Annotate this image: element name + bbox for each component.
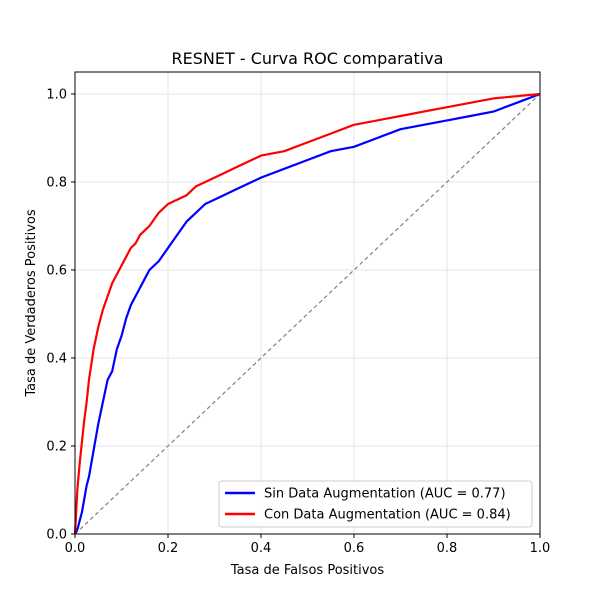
x-tick-label: 0.8 xyxy=(437,541,458,556)
x-tick-label: 0.0 xyxy=(65,541,86,556)
series-line-sin-augmentation xyxy=(74,92,541,535)
x-tick-label: 0.4 xyxy=(251,541,272,556)
y-tick-label: 0.6 xyxy=(46,264,67,279)
legend-box xyxy=(218,480,533,528)
ticks: 0.0 0.2 0.4 0.6 0.8 1.0 0.0 0.2 0.4 0.6 0.8 1.0 xyxy=(46,88,550,557)
x-axis-label: Tasa de Falsos Positivos xyxy=(230,563,385,578)
y-tick-label: 0.8 xyxy=(46,176,67,191)
series-lines xyxy=(73,92,541,535)
y-tick-label: 0.4 xyxy=(46,352,67,367)
chart-title: RESNET - Curva ROC comparativa xyxy=(172,49,444,68)
legend: Sin Data Augmentation (AUC = 0.77) Con Da… xyxy=(218,480,533,528)
legend-label: Sin Data Augmentation (AUC = 0.77) xyxy=(264,487,506,502)
axes-frame xyxy=(74,71,541,535)
legend-label: Con Data Augmentation (AUC = 0.84) xyxy=(264,508,511,523)
grid xyxy=(74,72,541,535)
y-tick-label: 0.0 xyxy=(46,528,67,543)
x-tick-label: 1.0 xyxy=(530,541,551,556)
x-tick-label: 0.6 xyxy=(344,541,365,556)
x-tick-label: 0.2 xyxy=(158,541,179,556)
y-tick-label: 0.2 xyxy=(46,440,67,455)
diagonal-reference-line xyxy=(74,93,541,535)
series-line-con-augmentation xyxy=(73,92,541,535)
y-axis-label: Tasa de Verdaderos Positivos xyxy=(24,209,39,397)
y-tick-label: 1.0 xyxy=(46,88,67,103)
